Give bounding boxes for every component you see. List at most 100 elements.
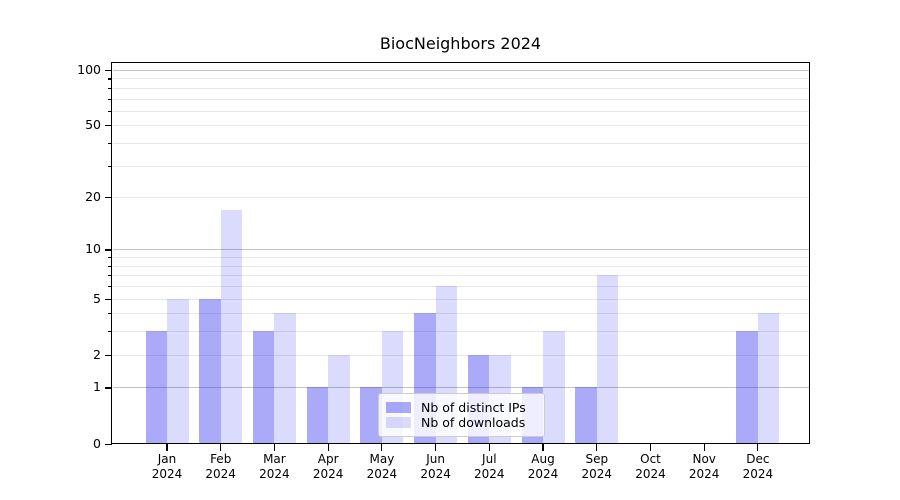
- xtick-year-oct: 2024: [635, 466, 666, 481]
- xtick-sep: [596, 444, 598, 451]
- bar-feb-downloads: [220, 209, 243, 444]
- xtick-label-jul: Jul 2024: [457, 452, 521, 481]
- xtick-jul: [488, 444, 490, 451]
- xtick-year-dec: 2024: [742, 466, 774, 481]
- gridline-minor-4: [113, 313, 809, 315]
- gridline-minor-5: [113, 298, 809, 300]
- ytick-10: [105, 249, 112, 251]
- xtick-month-sep: Sep: [585, 452, 609, 466]
- gridline-minor-40: [113, 143, 809, 144]
- bar-may-ips: [360, 387, 382, 444]
- ytick-minor-40: [108, 143, 112, 145]
- xtick-dec: [757, 444, 759, 451]
- ytick-label-1: 1: [93, 379, 101, 395]
- gridline-major-100: [113, 70, 809, 71]
- xtick-year-may: 2024: [366, 466, 398, 481]
- ytick-label-5: 5: [93, 290, 101, 306]
- bar-sep-downloads: [596, 275, 619, 444]
- bar-aug-downloads: [543, 331, 565, 444]
- xtick-jan: [166, 444, 168, 451]
- xtick-month-jan: Jan: [157, 452, 177, 466]
- xtick-month-mar: Mar: [263, 452, 286, 466]
- ytick-minor-50: [108, 125, 112, 127]
- xtick-month-jun: Jun: [426, 452, 445, 466]
- xtick-jun: [435, 444, 437, 451]
- ytick-minor-30: [108, 165, 112, 167]
- gridline-major-10: [113, 249, 809, 251]
- xtick-month-may: May: [369, 452, 395, 466]
- xtick-year-feb: 2024: [205, 466, 236, 481]
- gridline-minor-8: [113, 265, 809, 267]
- ytick-minor-7: [108, 275, 112, 277]
- xtick-label-aug: Aug 2024: [511, 452, 575, 481]
- gridline-major-1: [113, 387, 809, 389]
- ytick-0: [105, 443, 112, 445]
- bar-dec-ips: [736, 331, 758, 444]
- xtick-label-feb: Feb 2024: [189, 452, 253, 481]
- ytick-100: [105, 70, 112, 72]
- xtick-month-oct: Oct: [640, 452, 661, 466]
- ytick-minor-4: [108, 313, 112, 315]
- bar-apr-downloads: [328, 354, 350, 444]
- xtick-label-dec: Dec 2024: [726, 452, 790, 481]
- xtick-year-apr: 2024: [312, 466, 344, 481]
- xtick-label-apr: Apr 2024: [296, 452, 360, 481]
- ytick-minor-70: [108, 98, 112, 100]
- gridline-minor-2: [113, 354, 809, 356]
- bar-jan-ips: [145, 331, 167, 444]
- gridline-minor-9: [113, 257, 809, 259]
- gridline-minor-70: [113, 98, 809, 100]
- bar-mar-ips: [252, 331, 275, 444]
- ytick-minor-5: [108, 298, 112, 300]
- xtick-nov: [703, 444, 705, 451]
- gridline-minor-80: [113, 87, 809, 89]
- ytick-label-100: 100: [77, 62, 101, 77]
- legend-label-distinct-ips: Nb of distinct IPs: [421, 400, 526, 415]
- xtick-oct: [649, 444, 652, 451]
- xtick-year-nov: 2024: [688, 466, 720, 481]
- xtick-year-jun: 2024: [420, 466, 451, 481]
- bar-mar-downloads: [274, 313, 296, 444]
- legend-swatch-downloads-icon: [386, 417, 411, 428]
- gridline-minor-50: [113, 125, 809, 127]
- ytick-minor-8: [108, 265, 112, 267]
- xtick-label-jun: Jun 2024: [404, 452, 468, 481]
- ytick-minor-60: [108, 110, 112, 112]
- xtick-label-mar: Mar 2024: [242, 452, 306, 481]
- bar-jan-downloads: [167, 298, 189, 444]
- chart-title: BiocNeighbors 2024: [379, 34, 542, 53]
- gridline-minor-30: [113, 165, 809, 167]
- xtick-label-jan: Jan 2024: [135, 452, 199, 481]
- xtick-may: [381, 444, 383, 451]
- legend-label-downloads: Nb of downloads: [421, 415, 526, 430]
- xtick-label-sep: Sep 2024: [565, 452, 629, 481]
- ytick-label-50: 50: [85, 117, 101, 133]
- xtick-aug: [542, 444, 544, 451]
- ytick-minor-90: [108, 78, 112, 80]
- gridline-minor-6: [113, 286, 809, 287]
- gridline-minor-60: [113, 110, 809, 112]
- ytick-minor-3: [108, 331, 112, 333]
- xtick-year-sep: 2024: [581, 466, 613, 481]
- ytick-label-10: 10: [85, 241, 101, 257]
- legend: Nb of distinct IPs Nb of downloads: [378, 393, 545, 437]
- ytick-1: [105, 387, 112, 389]
- xtick-feb: [220, 444, 222, 451]
- ytick-label-20: 20: [85, 189, 101, 205]
- xtick-label-may: May 2024: [350, 452, 414, 481]
- xtick-label-nov: Nov 2024: [672, 452, 736, 481]
- ytick-label-0: 0: [93, 435, 101, 451]
- legend-swatch-distinct-ips-icon: [386, 402, 411, 413]
- xtick-label-oct: Oct 2024: [619, 452, 683, 481]
- xtick-year-jan: 2024: [151, 466, 183, 481]
- gridline-minor-90: [113, 78, 809, 80]
- xtick-mar: [273, 444, 275, 451]
- ytick-minor-20: [108, 197, 112, 199]
- xtick-month-aug: Aug: [531, 452, 555, 466]
- legend-item-downloads: Nb of downloads: [386, 415, 537, 430]
- xtick-month-jul: Jul: [482, 452, 497, 466]
- xtick-year-jul: 2024: [474, 466, 505, 481]
- bar-sep-ips: [575, 387, 597, 444]
- xtick-apr: [327, 444, 329, 451]
